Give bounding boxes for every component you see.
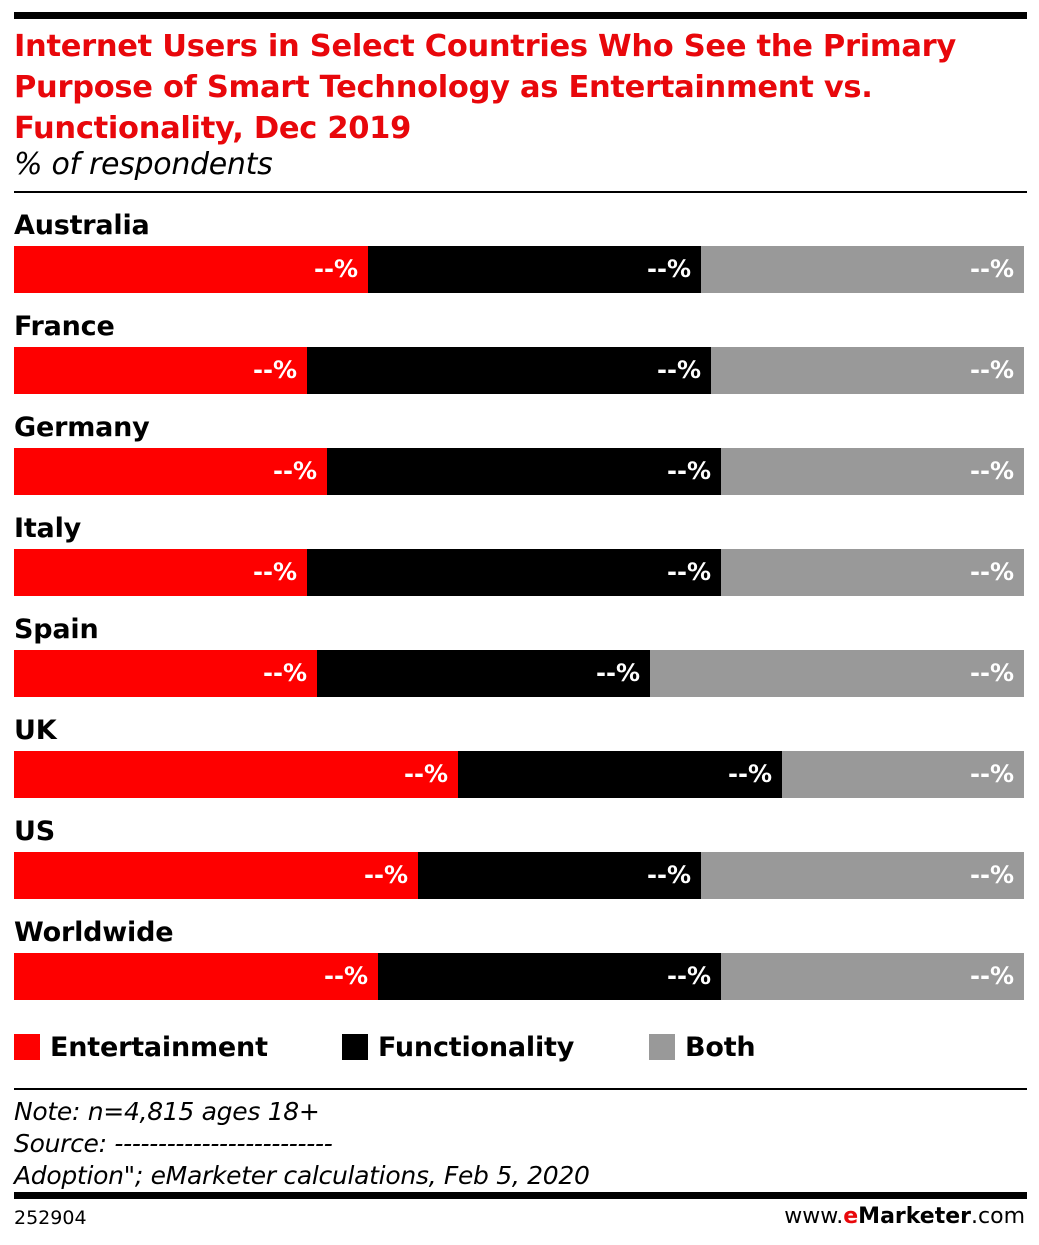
data-label: --% (404, 760, 448, 788)
bar-segment-both (782, 751, 1024, 798)
notes-divider (14, 1088, 1027, 1090)
bar-segment-both (721, 448, 1024, 495)
bottom-rule (14, 1192, 1027, 1199)
bar-segment-entertainment (14, 347, 307, 394)
bar-segment-functionality (327, 448, 721, 495)
source-text: Source: ------------------------- (14, 1129, 333, 1158)
bar-row: --% --% --% (14, 650, 1024, 697)
brand-link[interactable]: www.eMarketer.com (784, 1203, 1025, 1231)
notes-block: Note: n=4,815 ages 18+ Source: ---------… (14, 1096, 1024, 1192)
data-label: --% (667, 962, 711, 990)
data-label: --% (314, 255, 358, 283)
bar-segment-both (701, 246, 1024, 293)
brand-suffix: .com (971, 1204, 1025, 1229)
data-label: --% (647, 861, 691, 889)
source-continued-text: Adoption"; eMarketer calculations, Feb 5… (14, 1161, 590, 1190)
bar-segment-functionality (378, 953, 721, 1000)
bar-row: --% --% --% (14, 448, 1024, 495)
category-label: UK (14, 715, 57, 746)
bar-row: --% --% --% (14, 751, 1024, 798)
stacked-bar-chart: Australia --% --% --% France --% --% --% Germany… (14, 210, 1026, 1010)
bar-segment-functionality (307, 549, 721, 596)
top-rule (14, 12, 1027, 19)
legend-swatch-functionality (342, 1034, 368, 1060)
chart-title: Internet Users in Select Countries Who S… (14, 29, 956, 146)
bar-segment-both (711, 347, 1024, 394)
bar-segment-entertainment (14, 549, 307, 596)
bar-segment-entertainment (14, 953, 378, 1000)
bar-segment-entertainment (14, 246, 368, 293)
data-label: --% (970, 255, 1014, 283)
bar-row: --% --% --% (14, 347, 1024, 394)
note-text: Note: n=4,815 ages 18+ (14, 1097, 320, 1126)
legend: Entertainment Functionality Both (14, 1030, 1024, 1064)
bar-segment-both (721, 953, 1024, 1000)
data-label: --% (657, 356, 701, 384)
bar-segment-functionality (317, 650, 650, 697)
bar-segment-entertainment (14, 852, 418, 899)
header-divider (14, 191, 1027, 193)
data-label: --% (667, 558, 711, 586)
data-label: --% (970, 861, 1014, 889)
data-label: --% (970, 356, 1014, 384)
bar-segment-both (650, 650, 1024, 697)
bar-segment-both (721, 549, 1024, 596)
bar-segment-functionality (307, 347, 711, 394)
legend-label-entertainment: Entertainment (50, 1031, 268, 1063)
data-label: --% (253, 558, 297, 586)
data-label: --% (596, 659, 640, 687)
legend-label-functionality: Functionality (378, 1031, 575, 1063)
bar-segment-functionality (458, 751, 782, 798)
data-label: --% (647, 255, 691, 283)
bar-row: --% --% --% (14, 549, 1024, 596)
category-label: Australia (14, 210, 150, 241)
category-label: Worldwide (14, 917, 174, 948)
data-label: --% (253, 356, 297, 384)
data-label: --% (970, 760, 1014, 788)
data-label: --% (667, 457, 711, 485)
legend-swatch-both (649, 1034, 675, 1060)
category-label: Italy (14, 513, 82, 544)
legend-label-both: Both (685, 1031, 756, 1063)
legend-swatch-entertainment (14, 1034, 40, 1060)
bar-row: --% --% --% (14, 246, 1024, 293)
data-label: --% (970, 659, 1014, 687)
brand-e: e (843, 1204, 859, 1229)
chart-id: 252904 (14, 1207, 87, 1229)
data-label: --% (970, 457, 1014, 485)
legend-item-functionality: Functionality (342, 1030, 574, 1064)
data-label: --% (728, 760, 772, 788)
bar-segment-both (701, 852, 1024, 899)
bar-segment-entertainment (14, 751, 458, 798)
bar-segment-functionality (418, 852, 701, 899)
brand-prefix: www. (784, 1204, 844, 1229)
bar-segment-entertainment (14, 448, 327, 495)
data-label: --% (263, 659, 307, 687)
bar-row: --% --% --% (14, 953, 1024, 1000)
data-label: --% (273, 457, 317, 485)
data-label: --% (970, 558, 1014, 586)
bar-segment-entertainment (14, 650, 317, 697)
data-label: --% (324, 962, 368, 990)
category-label: Spain (14, 614, 99, 645)
category-label: Germany (14, 412, 150, 443)
bar-row: --% --% --% (14, 852, 1024, 899)
legend-item-both: Both (649, 1030, 756, 1064)
legend-item-entertainment: Entertainment (14, 1030, 268, 1064)
category-label: France (14, 311, 115, 342)
category-label: US (14, 816, 55, 847)
chart-subtitle: % of respondents (14, 147, 273, 182)
data-label: --% (970, 962, 1014, 990)
brand-name: Marketer (858, 1204, 972, 1229)
bar-segment-functionality (368, 246, 701, 293)
data-label: --% (364, 861, 408, 889)
